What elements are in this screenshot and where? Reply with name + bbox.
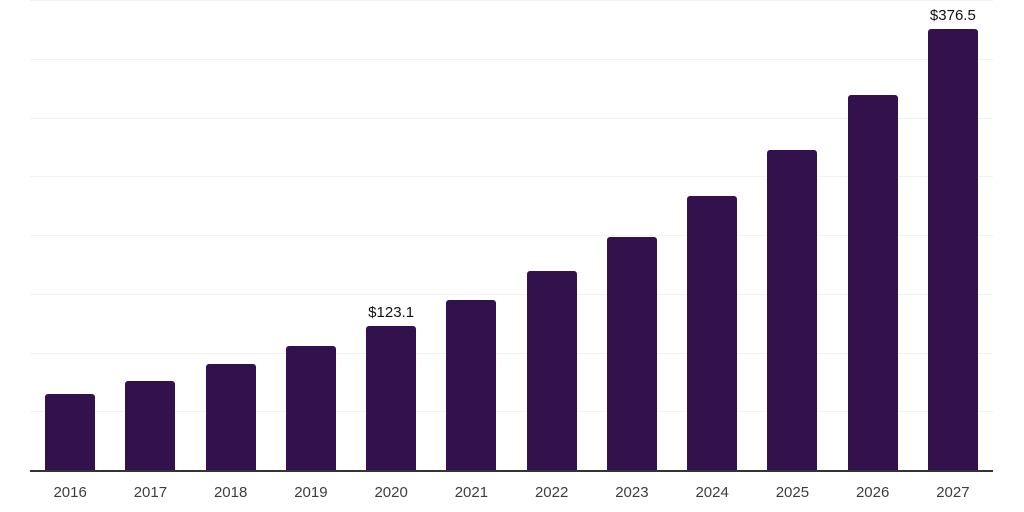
x-tick-label-2018: 2018 <box>213 484 248 501</box>
gridline-400 <box>30 0 993 1</box>
bar-slot-2018 <box>191 1 271 471</box>
gridline-100 <box>30 352 993 354</box>
x-tick-label-2021: 2021 <box>454 484 489 501</box>
bar-slot-2026 <box>833 1 913 471</box>
x-tick-label-2022: 2022 <box>534 484 569 501</box>
x-tick-label-2016: 2016 <box>53 484 87 501</box>
bar-value-label-2027: $376.5 <box>929 6 976 24</box>
bar-slot-2016 <box>30 1 110 471</box>
gridline-350 <box>30 58 993 60</box>
bar-2021[interactable] <box>446 300 497 471</box>
x-tick-label-2026: 2026 <box>855 484 890 501</box>
bar-slot-2020: $123.1 <box>351 1 431 471</box>
bar-2018[interactable] <box>205 364 256 471</box>
bar-2022[interactable] <box>526 271 577 471</box>
bar-slot-2024 <box>672 1 752 471</box>
x-tick-label-2025: 2025 <box>775 484 810 501</box>
gridline-300 <box>30 117 993 119</box>
bar-slot-2017 <box>110 1 190 471</box>
bar-slot-2023 <box>592 1 672 471</box>
x-axis-tick-labels: 2016 2017 2018 2019 2020 2021 2022 2023 2024 2025… <box>30 473 993 501</box>
gridline-200 <box>30 235 993 236</box>
x-tick-label-2019: 2019 <box>294 484 328 501</box>
x-tick-label-2024: 2024 <box>695 484 729 501</box>
x-tick-label-2020: 2020 <box>374 484 408 501</box>
bar-2019[interactable] <box>285 345 336 471</box>
gridline-150 <box>30 293 993 295</box>
plot-area: $123.1 $376.5 <box>30 0 993 472</box>
x-tick-label-2023: 2023 <box>615 484 649 501</box>
bar-2025[interactable] <box>767 150 818 471</box>
bar-slot-2022 <box>512 1 592 471</box>
bar-2023[interactable] <box>606 236 657 471</box>
bar-slot-2027: $376.5 <box>913 1 993 471</box>
bar-2026[interactable] <box>847 95 898 471</box>
bar-slot-2021 <box>431 1 511 471</box>
bar-2016[interactable] <box>45 394 96 471</box>
gridline-50 <box>30 411 993 413</box>
bar-slot-2019 <box>271 1 351 471</box>
x-tick-label-2017: 2017 <box>133 484 168 501</box>
bars-row: $123.1 $376.5 <box>30 1 993 471</box>
x-tick-label-2027: 2027 <box>936 484 970 501</box>
bar-2027[interactable]: $376.5 <box>927 7 978 471</box>
gridline-250 <box>30 176 993 178</box>
bar-slot-2025 <box>752 1 832 471</box>
bar-2017[interactable] <box>125 381 176 471</box>
bar-2020[interactable]: $123.1 <box>366 304 417 471</box>
x-axis-line <box>30 470 993 472</box>
bar-value-label-2020: $123.1 <box>368 304 415 322</box>
bar-2024[interactable] <box>687 196 738 471</box>
